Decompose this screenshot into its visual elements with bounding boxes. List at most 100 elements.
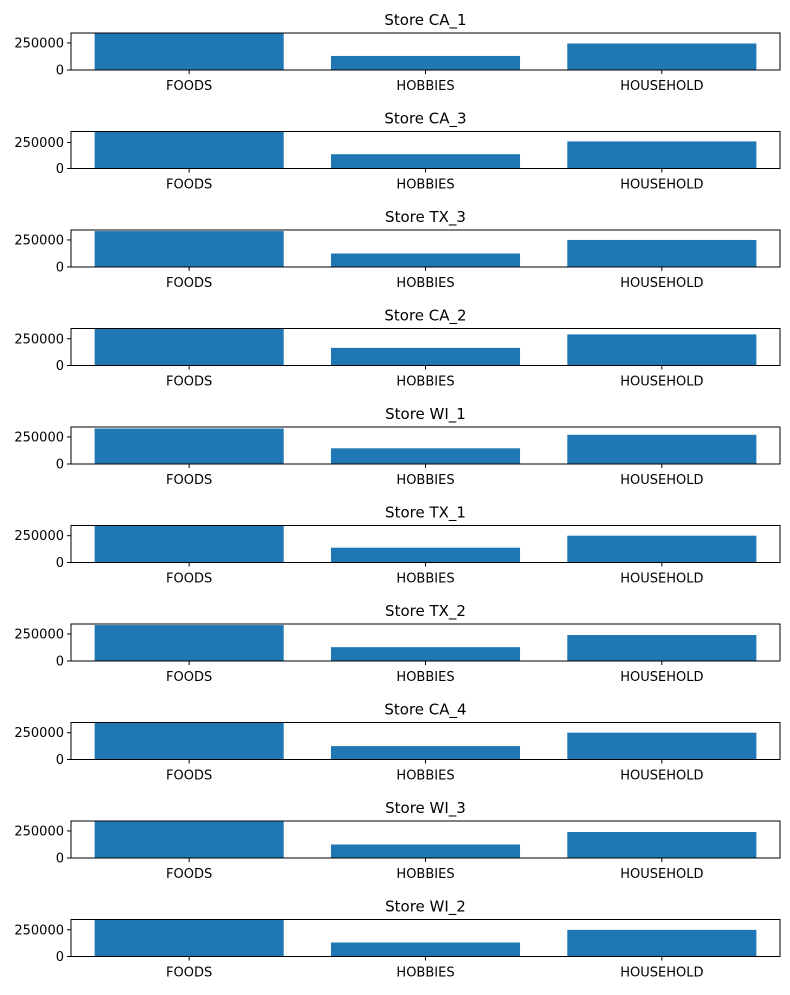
bar-foods	[94, 919, 284, 957]
bar-household	[567, 43, 757, 70]
x-tick-label-household: HOUSEHOLD	[620, 473, 703, 488]
bar-hobbies	[330, 746, 521, 760]
y-tick-label: 250000	[14, 36, 64, 51]
bar-household	[567, 239, 757, 267]
x-tick-label-foods: FOODS	[166, 375, 212, 390]
y-tick-label: 250000	[14, 136, 64, 151]
y-tick-label: 250000	[14, 332, 64, 347]
y-tick-label: 0	[56, 753, 64, 768]
x-tick-label-foods: FOODS	[166, 670, 212, 685]
bar-hobbies	[330, 844, 521, 858]
y-tick-label: 0	[56, 261, 64, 276]
x-tick-label-foods: FOODS	[166, 572, 212, 587]
bar-foods	[94, 525, 284, 563]
x-tick-label-foods: FOODS	[166, 966, 212, 981]
bar-hobbies	[330, 55, 521, 70]
subplot-title: Store CA_2	[384, 307, 466, 326]
subplot-8: Store WI_3 0 250000 FOODS HOBBIES HOUSEHOLD	[14, 799, 781, 882]
x-tick-label-hobbies: HOBBIES	[396, 178, 454, 193]
x-tick-label-hobbies: HOBBIES	[396, 867, 454, 882]
y-tick-label: 250000	[14, 726, 64, 741]
y-tick-label: 0	[56, 556, 64, 571]
subplot-6: Store TX_2 0 250000 FOODS HOBBIES HOUSEHOLD	[14, 602, 781, 685]
x-tick-label-hobbies: HOBBIES	[396, 375, 454, 390]
x-tick-label-household: HOUSEHOLD	[620, 670, 703, 685]
y-tick-label: 0	[56, 64, 64, 79]
x-tick-label-foods: FOODS	[166, 473, 212, 488]
bar-foods	[94, 131, 284, 169]
x-tick-label-household: HOUSEHOLD	[620, 375, 703, 390]
y-tick-label: 0	[56, 852, 64, 867]
x-tick-label-household: HOUSEHOLD	[620, 276, 703, 291]
bar-foods	[94, 722, 284, 760]
x-tick-label-foods: FOODS	[166, 276, 212, 291]
bar-hobbies	[330, 547, 521, 563]
bar-household	[567, 929, 757, 957]
y-tick-label: 250000	[14, 824, 64, 839]
y-tick-label: 250000	[14, 233, 64, 248]
subplot-title: Store CA_3	[384, 110, 466, 129]
x-tick-label-household: HOUSEHOLD	[620, 769, 703, 784]
x-tick-label-hobbies: HOBBIES	[396, 473, 454, 488]
bar-household	[567, 635, 757, 661]
subplot-7: Store CA_4 0 250000 FOODS HOBBIES HOUSEHOLD	[14, 701, 781, 784]
x-tick-label-household: HOUSEHOLD	[620, 79, 703, 94]
subplot-2: Store TX_3 0 250000 FOODS HOBBIES HOUSEHOLD	[14, 208, 781, 291]
bar-foods	[94, 33, 284, 70]
y-tick-label: 250000	[14, 430, 64, 445]
subplot-1: Store CA_3 0 250000 FOODS HOBBIES HOUSEHOLD	[14, 110, 781, 193]
bar-foods	[94, 625, 284, 661]
x-tick-label-hobbies: HOBBIES	[396, 769, 454, 784]
y-tick-label: 250000	[14, 627, 64, 642]
subplot-title: Store WI_1	[385, 405, 466, 424]
x-tick-label-foods: FOODS	[166, 79, 212, 94]
bar-hobbies	[330, 448, 521, 464]
subplot-3: Store CA_2 0 250000 FOODS HOBBIES HOUSEHOLD	[14, 307, 781, 390]
x-tick-label-household: HOUSEHOLD	[620, 867, 703, 882]
y-tick-label: 250000	[14, 923, 64, 938]
x-tick-label-foods: FOODS	[166, 769, 212, 784]
x-tick-label-hobbies: HOBBIES	[396, 276, 454, 291]
bar-foods	[94, 328, 284, 366]
x-tick-label-hobbies: HOBBIES	[396, 79, 454, 94]
bar-foods	[94, 231, 284, 267]
subplot-title: Store TX_3	[385, 208, 466, 227]
y-tick-label: 0	[56, 655, 64, 670]
y-tick-label: 0	[56, 359, 64, 374]
bar-hobbies	[330, 154, 521, 169]
subplot-5: Store TX_1 0 250000 FOODS HOBBIES HOUSEHOLD	[14, 504, 781, 587]
bar-foods	[94, 821, 284, 858]
bar-household	[567, 832, 757, 858]
bar-hobbies	[330, 253, 521, 267]
bar-household	[567, 732, 757, 760]
bar-hobbies	[330, 347, 521, 366]
subplot-9: Store WI_2 0 250000 FOODS HOBBIES HOUSEHOLD	[14, 898, 781, 981]
subplot-title: Store CA_4	[384, 701, 466, 720]
bar-hobbies	[330, 647, 521, 661]
subplot-title: Store TX_1	[385, 504, 466, 523]
bar-hobbies	[330, 942, 521, 957]
subplot-title: Store WI_2	[385, 898, 466, 917]
subplot-title: Store CA_1	[384, 11, 466, 30]
x-tick-label-hobbies: HOBBIES	[396, 572, 454, 587]
subplot-title: Store WI_3	[385, 799, 466, 818]
x-tick-label-household: HOUSEHOLD	[620, 572, 703, 587]
x-tick-label-household: HOUSEHOLD	[620, 966, 703, 981]
bar-household	[567, 535, 757, 563]
y-tick-label: 250000	[14, 529, 64, 544]
subplot-0: Store CA_1 0 250000 FOODS HOBBIES HOUSEHOLD	[14, 11, 781, 94]
bar-household	[567, 141, 757, 169]
y-tick-label: 0	[56, 162, 64, 177]
bar-household	[567, 434, 757, 464]
x-tick-label-household: HOUSEHOLD	[620, 178, 703, 193]
x-tick-label-foods: FOODS	[166, 178, 212, 193]
x-tick-label-hobbies: HOBBIES	[396, 966, 454, 981]
x-tick-label-foods: FOODS	[166, 867, 212, 882]
subplot-4: Store WI_1 0 250000 FOODS HOBBIES HOUSEHOLD	[14, 405, 781, 488]
y-tick-label: 0	[56, 458, 64, 473]
y-tick-label: 0	[56, 950, 64, 965]
bar-household	[567, 334, 757, 366]
subplot-title: Store TX_2	[385, 602, 466, 621]
